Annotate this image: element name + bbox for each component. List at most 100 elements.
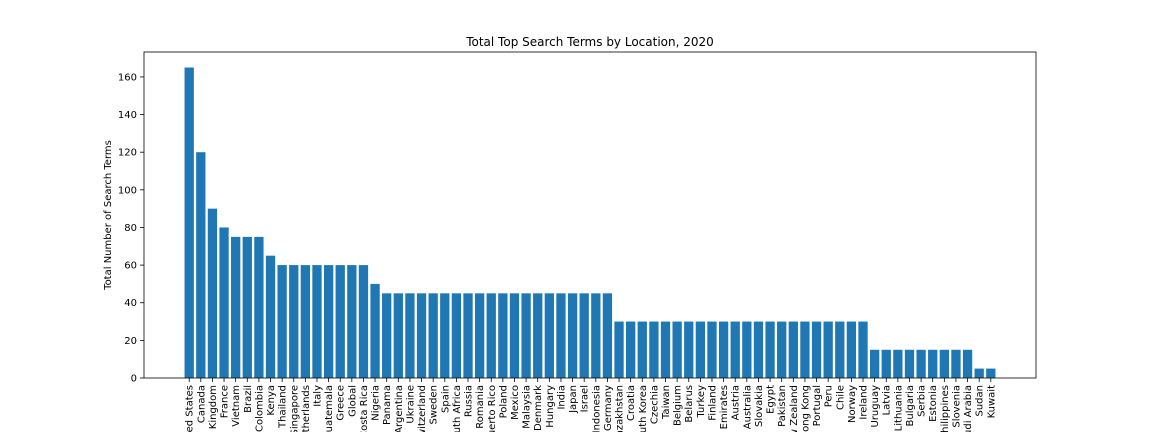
bar [463, 293, 473, 378]
x-tick-label: Uruguay [870, 385, 881, 428]
x-tick-label: United States [185, 385, 196, 432]
x-tick-label: Philippines [940, 385, 951, 432]
bar [312, 265, 322, 378]
x-tick-label: Spain [440, 385, 451, 413]
x-tick-label: Pakistan [777, 385, 788, 427]
x-tick-label: Thailand [278, 385, 289, 429]
x-tick-label: Colombia [254, 385, 265, 432]
x-tick-label: Brazil [243, 385, 254, 413]
bar [869, 349, 880, 378]
x-tick-label: Greece [336, 385, 347, 421]
bar [730, 321, 740, 378]
x-tick-label: Global [347, 385, 358, 417]
bar [289, 265, 299, 378]
x-tick-label: Bulgaria [905, 385, 916, 426]
bar [777, 321, 787, 378]
bar [567, 293, 578, 378]
bar [591, 293, 601, 378]
bar [265, 255, 276, 378]
x-tick-label: Poland [498, 385, 509, 418]
y-tick-label: 120 [118, 148, 137, 159]
x-tick-label: Ukraine [405, 385, 416, 424]
bar [800, 321, 810, 378]
x-tick-label: Kuwait [986, 385, 997, 418]
x-tick-label: Norway [847, 385, 858, 423]
x-tick-label: Indonesia [591, 385, 602, 432]
x-tick-label: Taiwan [661, 385, 672, 420]
bar [974, 368, 984, 378]
x-tick-label: Panama [382, 385, 393, 425]
bar [939, 349, 949, 378]
y-tick-label: 100 [118, 185, 137, 196]
x-tick-label: Singapore [289, 385, 300, 432]
bar [486, 293, 496, 378]
bar [753, 321, 764, 378]
x-tick-label: Serbia [917, 385, 928, 417]
bar [684, 321, 694, 378]
x-tick-label: Chile [835, 385, 846, 410]
x-tick-label: Turkey [696, 385, 707, 419]
y-tick-label: 60 [124, 261, 137, 272]
bar [416, 293, 427, 378]
y-tick-label: 0 [131, 374, 137, 385]
x-tick-label: Hong Kong [800, 385, 811, 432]
x-tick-label: Russia [464, 385, 475, 417]
bar [196, 152, 206, 378]
x-tick-label: Ireland [859, 385, 870, 420]
bar [614, 321, 624, 378]
bar [428, 293, 438, 378]
x-tick-label: Canada [196, 385, 207, 423]
bar [626, 321, 636, 378]
x-tick-label: Israel [580, 385, 591, 412]
x-tick-label: Lithuania [893, 385, 904, 431]
x-tick-label: South Africa [452, 385, 463, 432]
x-tick-label: Saudi Arabia [963, 385, 974, 432]
x-tick-label: Croatia [626, 385, 637, 421]
bar [556, 293, 566, 378]
bar [533, 293, 543, 378]
bar [602, 293, 613, 378]
bar [207, 208, 218, 378]
x-tick-label: Mexico [510, 385, 521, 420]
x-tick-label: Puerto Rico [487, 385, 498, 432]
bar [928, 349, 938, 378]
x-tick-label: Belarus [684, 385, 695, 423]
x-tick-label: France [220, 385, 231, 418]
bar [916, 349, 926, 378]
x-tick-label: Germany [603, 385, 614, 431]
bar [242, 236, 252, 378]
bar [649, 321, 659, 378]
bar [451, 293, 462, 378]
bar [904, 349, 915, 378]
chart-title: Total Top Search Terms by Location, 2020 [465, 35, 714, 49]
bar [951, 349, 961, 378]
x-tick-label: Estonia [928, 385, 939, 422]
x-tick-label: Sudan [975, 385, 986, 417]
x-tick-label: Hungary [545, 385, 556, 428]
bar [962, 349, 973, 378]
x-tick-label: Italy [312, 385, 323, 407]
x-tick-label: Nigeria [371, 385, 382, 421]
x-tick-label: Egypt [766, 385, 777, 414]
y-tick-label: 140 [118, 110, 137, 121]
x-tick-label: Finland [707, 385, 718, 421]
x-tick-label: Portugal [812, 385, 823, 426]
x-tick-label: Romania [475, 385, 486, 429]
bar [823, 321, 833, 378]
y-tick-label: 160 [118, 72, 137, 83]
bar [637, 321, 647, 378]
bar [300, 265, 311, 378]
bar [858, 321, 868, 378]
bar [718, 321, 729, 378]
bar [184, 67, 194, 379]
x-tick-label: Austria [731, 385, 742, 420]
y-axis-label: Total Number of Search Terms [103, 140, 114, 291]
bar [835, 321, 845, 378]
bar [811, 321, 822, 378]
bar [707, 321, 717, 378]
bar [765, 321, 775, 378]
bar [660, 321, 671, 378]
bar [358, 265, 369, 378]
bar [846, 321, 857, 378]
